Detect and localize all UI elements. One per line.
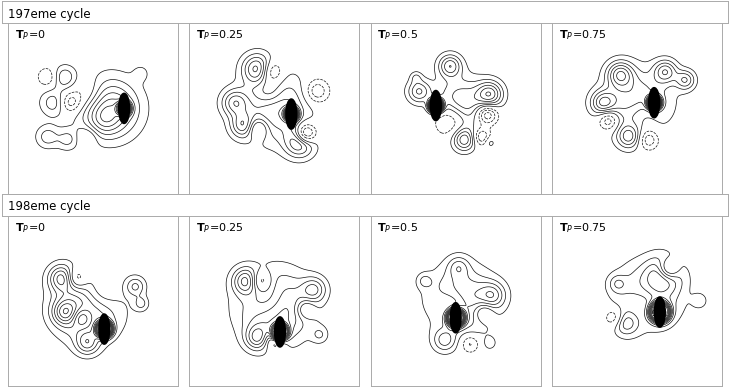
Text: 198eme cycle: 198eme cycle [8,200,91,213]
Text: $\mathbf{T}_P\!=\!0.5$: $\mathbf{T}_P\!=\!0.5$ [377,221,419,235]
Text: $\mathbf{T}_P\!=\!0.75$: $\mathbf{T}_P\!=\!0.75$ [558,28,607,42]
Text: $\mathbf{T}_P\!=\!0.25$: $\mathbf{T}_P\!=\!0.25$ [196,221,244,235]
Ellipse shape [99,314,109,344]
Text: $\mathbf{T}_P\!=\!0$: $\mathbf{T}_P\!=\!0$ [15,28,46,42]
Text: $\mathbf{T}_P\!=\!0$: $\mathbf{T}_P\!=\!0$ [15,221,46,235]
Ellipse shape [649,88,659,118]
Ellipse shape [286,99,296,129]
Text: $\mathbf{T}_P\!=\!0.25$: $\mathbf{T}_P\!=\!0.25$ [196,28,244,42]
Text: $\mathbf{T}_P\!=\!0.5$: $\mathbf{T}_P\!=\!0.5$ [377,28,419,42]
Ellipse shape [119,94,129,123]
Ellipse shape [431,91,441,120]
Ellipse shape [450,303,461,332]
Ellipse shape [275,317,285,347]
Text: $\mathbf{T}_P\!=\!0.75$: $\mathbf{T}_P\!=\!0.75$ [558,221,607,235]
Ellipse shape [655,297,665,327]
Text: 197eme cycle: 197eme cycle [8,8,91,21]
